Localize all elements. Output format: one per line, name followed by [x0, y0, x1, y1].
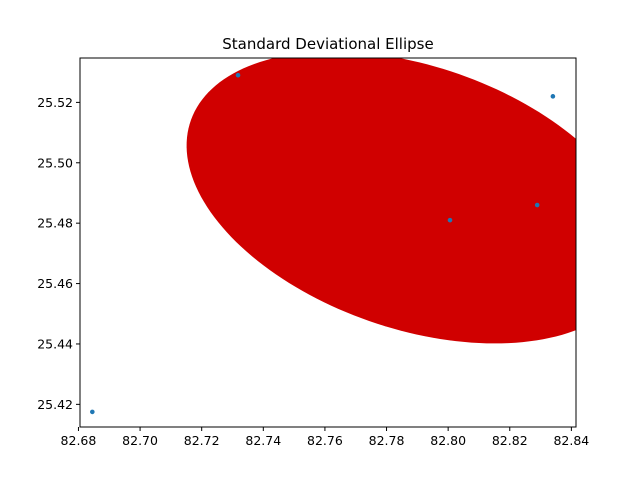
y-tick-label: 25.46 — [37, 276, 73, 291]
deviational-ellipse — [186, 58, 576, 344]
x-tick-label: 82.80 — [430, 433, 466, 448]
x-tick-label: 82.78 — [369, 433, 405, 448]
y-tick-label: 25.44 — [37, 336, 73, 351]
x-tick-label: 82.76 — [307, 433, 343, 448]
data-point — [447, 217, 453, 223]
y-tick-label: 25.42 — [37, 397, 73, 412]
x-tick-label: 82.72 — [184, 433, 220, 448]
x-tick-label: 82.84 — [553, 433, 589, 448]
chart-title: Standard Deviational Ellipse — [222, 35, 433, 53]
ellipse-layer — [186, 58, 576, 344]
y-tick-label: 25.50 — [37, 155, 73, 170]
data-point — [235, 72, 241, 78]
data-point — [90, 409, 95, 415]
x-tick-label: 82.68 — [61, 433, 97, 448]
y-tick-label: 25.48 — [37, 216, 73, 231]
x-tick-label: 82.70 — [122, 433, 158, 448]
points-layer — [90, 72, 556, 415]
plot-frame — [79, 57, 577, 428]
y-tick-label: 25.52 — [37, 95, 73, 110]
x-axis: 82.68 82.70 82.72 82.74 82.76 82.78 82.80 82.82… — [61, 427, 589, 448]
data-point — [550, 94, 556, 99]
data-point — [534, 202, 540, 208]
x-tick-label: 82.82 — [492, 433, 528, 448]
y-axis: 25.42 25.44 25.46 25.48 25.50 25.52 — [37, 95, 80, 412]
x-tick-label: 82.74 — [245, 433, 281, 448]
